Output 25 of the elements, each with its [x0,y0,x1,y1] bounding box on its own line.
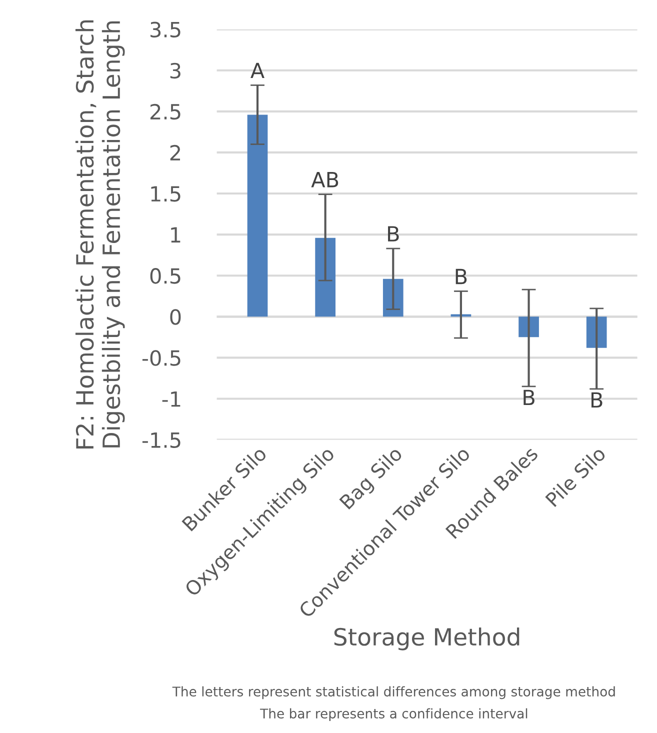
y-tick-label: 3 [170,62,180,79]
y-tick-label: 2.5 [150,104,180,120]
annotation: B [456,268,467,284]
bar [315,238,336,317]
y-axis-title: F2: Homolactic Fermentation, Starch Digestbility and Fementation Length [75,20,125,448]
y-tick-label: 1.5 [151,186,180,202]
y-tick-label: 0 [170,309,181,325]
y-tick-label: -1.5 [142,432,180,448]
x-tick-label: Pile Silo [544,445,606,508]
y-tick-label: 2 [170,144,180,160]
annotation: B [388,226,399,242]
annotation: A [250,62,264,78]
y-tick-label: 1 [171,227,180,242]
annotation: B [524,390,534,406]
annotation: B [591,392,602,408]
y-tick-label: -0.5 [142,350,180,366]
text: The bar represents a confidence interval [260,708,528,722]
y-tick-label: -1 [162,391,180,407]
x-axis-title: Storage Method [334,627,520,650]
y-tick-label: 0.5 [150,268,180,284]
annotation: AB [311,172,338,188]
bar [247,114,268,317]
bar [586,316,607,348]
y-tick-label: 3.5 [150,22,180,38]
text: The letters represent statistical differences among storage method [172,686,615,700]
